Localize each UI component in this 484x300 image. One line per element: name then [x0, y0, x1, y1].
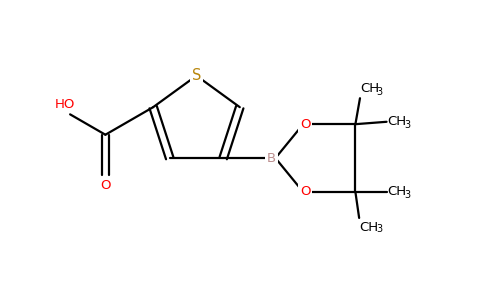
- Text: 3: 3: [404, 120, 410, 130]
- Text: O: O: [100, 179, 111, 192]
- Text: CH: CH: [388, 115, 407, 128]
- Text: 3: 3: [376, 224, 382, 234]
- Text: HO: HO: [55, 98, 76, 110]
- Text: 3: 3: [404, 190, 410, 200]
- Text: O: O: [300, 118, 310, 131]
- Text: 3: 3: [377, 87, 383, 97]
- Text: CH: CH: [360, 82, 379, 95]
- Text: B: B: [267, 152, 276, 165]
- Text: CH: CH: [359, 221, 378, 234]
- Text: CH: CH: [388, 185, 407, 199]
- Text: O: O: [300, 185, 310, 199]
- Text: S: S: [192, 68, 201, 83]
